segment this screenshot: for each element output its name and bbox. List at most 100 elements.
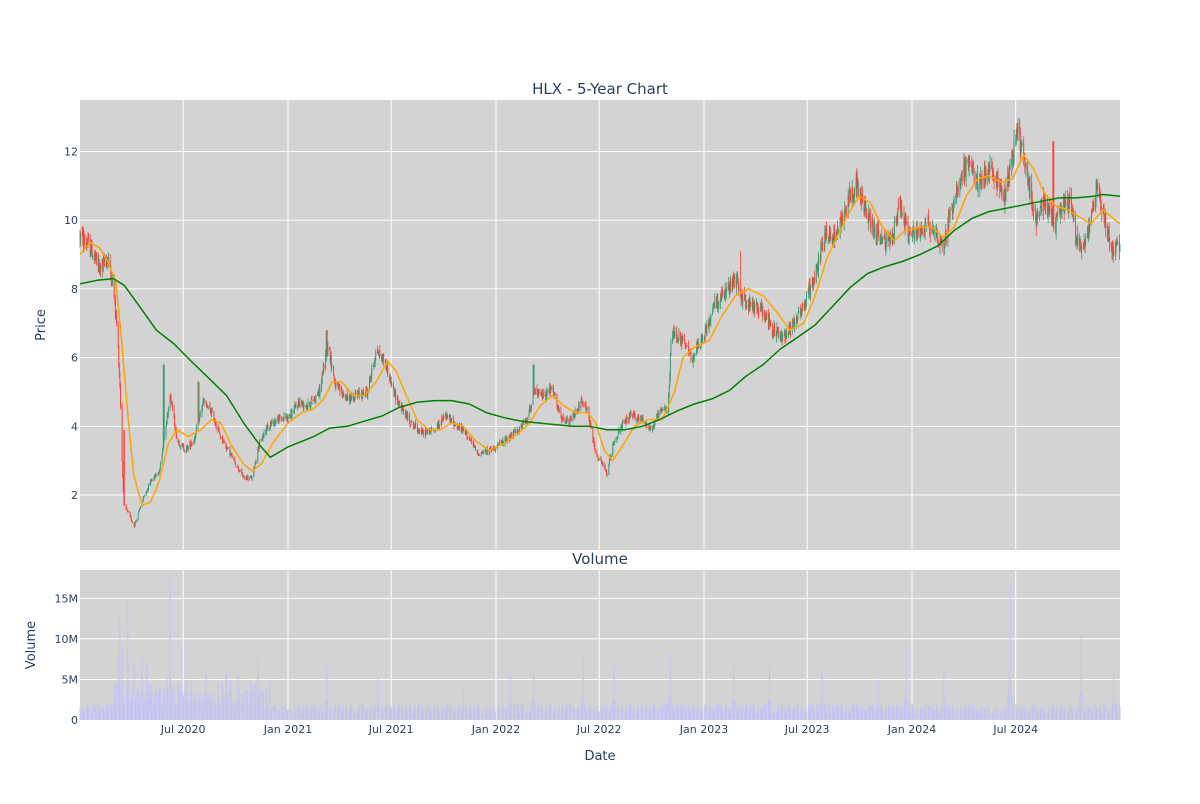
candle bbox=[1030, 176, 1031, 205]
volume-bar bbox=[128, 683, 129, 720]
candle bbox=[1037, 211, 1038, 218]
volume-bar bbox=[746, 703, 747, 720]
volume-bar bbox=[276, 704, 277, 720]
volume-bar bbox=[978, 710, 979, 720]
volume-bar bbox=[583, 657, 584, 720]
volume-bar bbox=[643, 711, 644, 720]
candle bbox=[184, 449, 185, 453]
volume-bar bbox=[232, 700, 233, 720]
volume-bar bbox=[288, 709, 289, 720]
candle bbox=[925, 218, 926, 224]
volume-bar bbox=[419, 704, 420, 720]
volume-bar bbox=[240, 702, 241, 720]
candle bbox=[930, 221, 931, 242]
price-chart-title: HLX - 5-Year Chart bbox=[532, 80, 668, 98]
price-y-tick-label: 6 bbox=[71, 352, 78, 365]
candle bbox=[331, 364, 332, 370]
volume-bar bbox=[902, 706, 903, 720]
candle bbox=[122, 403, 123, 462]
candle bbox=[423, 430, 424, 437]
candle bbox=[682, 333, 683, 342]
candle bbox=[300, 397, 301, 408]
candle bbox=[898, 198, 899, 211]
candle bbox=[778, 327, 779, 339]
volume-bar bbox=[898, 710, 899, 720]
volume-bar bbox=[1061, 706, 1062, 720]
volume-bar bbox=[443, 708, 444, 720]
volume-bar bbox=[467, 713, 468, 720]
x-tick-label: Jul 2024 bbox=[992, 723, 1038, 736]
volume-bar bbox=[774, 713, 775, 720]
volume-bar bbox=[411, 710, 412, 720]
volume-bar bbox=[176, 705, 177, 720]
volume-bar bbox=[455, 713, 456, 720]
candle bbox=[998, 168, 999, 187]
candle bbox=[615, 438, 616, 442]
candle bbox=[232, 453, 233, 459]
volume-bar bbox=[100, 710, 101, 720]
candle bbox=[814, 270, 815, 284]
candle bbox=[822, 236, 823, 253]
candle bbox=[901, 200, 902, 220]
candle bbox=[726, 282, 727, 291]
volume-bar bbox=[806, 711, 807, 720]
volume-bar bbox=[666, 704, 667, 720]
candle bbox=[244, 475, 245, 480]
candle bbox=[166, 425, 167, 440]
volume-bar bbox=[706, 707, 707, 720]
volume-bar bbox=[607, 706, 608, 720]
candle bbox=[694, 353, 695, 356]
candle bbox=[866, 208, 867, 219]
candle bbox=[1053, 141, 1054, 232]
candle bbox=[1101, 200, 1102, 208]
volume-bar bbox=[722, 712, 723, 720]
candle bbox=[148, 483, 149, 491]
candle bbox=[443, 414, 444, 420]
candle bbox=[639, 418, 640, 423]
volume-bar bbox=[890, 707, 891, 720]
volume-bar bbox=[1101, 712, 1102, 720]
volume-bar bbox=[427, 704, 428, 720]
volume-bar bbox=[156, 688, 157, 720]
price-y-tick-label: 12 bbox=[64, 146, 78, 159]
volume-bar bbox=[886, 708, 887, 720]
candle bbox=[733, 271, 734, 287]
volume-bar bbox=[335, 710, 336, 720]
candle bbox=[744, 287, 745, 301]
candle bbox=[595, 448, 596, 454]
volume-bar bbox=[136, 692, 137, 720]
volume-bar bbox=[407, 707, 408, 720]
volume-bar bbox=[818, 711, 819, 720]
candle bbox=[212, 407, 213, 412]
volume-bar bbox=[375, 706, 376, 720]
candle bbox=[475, 445, 476, 450]
candle bbox=[447, 414, 448, 419]
candle bbox=[770, 319, 771, 327]
candle bbox=[962, 170, 963, 186]
candle bbox=[531, 404, 532, 412]
candle bbox=[235, 462, 236, 465]
volume-bar bbox=[120, 688, 121, 720]
candle bbox=[950, 207, 951, 223]
candle bbox=[740, 251, 741, 297]
volume-bar bbox=[998, 710, 999, 720]
volume-bar bbox=[954, 712, 955, 720]
volume-bar bbox=[1057, 713, 1058, 720]
candle bbox=[571, 415, 572, 421]
volume-bar bbox=[244, 689, 245, 720]
volume-bar bbox=[519, 712, 520, 720]
candle bbox=[1117, 241, 1118, 245]
candle bbox=[579, 402, 580, 411]
volume-bar bbox=[1093, 707, 1094, 720]
candle bbox=[627, 416, 628, 423]
volume-bar bbox=[686, 704, 687, 720]
volume-bar bbox=[463, 692, 464, 720]
volume-bar bbox=[910, 710, 911, 720]
candle bbox=[587, 407, 588, 411]
volume-bar bbox=[108, 707, 109, 720]
candle bbox=[1120, 244, 1121, 252]
candle bbox=[319, 384, 320, 400]
volume-bar bbox=[710, 707, 711, 720]
volume-bar bbox=[1037, 713, 1038, 720]
volume-bar bbox=[595, 707, 596, 720]
